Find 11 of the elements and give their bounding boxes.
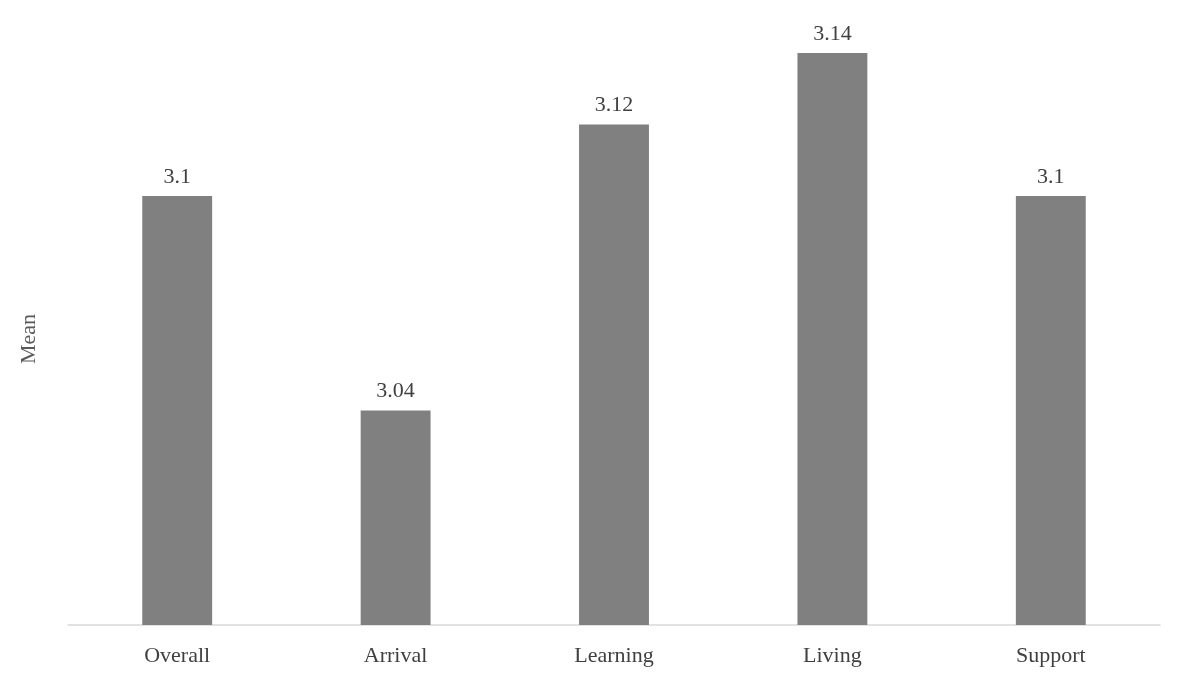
y-axis-title: Mean <box>14 313 40 365</box>
data-label: 3.04 <box>376 377 415 402</box>
data-label: 3.1 <box>1037 162 1065 188</box>
data-label: 3.14 <box>813 19 852 45</box>
x-tick-label: Living <box>803 641 862 667</box>
x-tick-label: Learning <box>574 641 654 667</box>
data-label: 3.12 <box>594 91 634 116</box>
x-tick-label: Arrival <box>363 641 428 667</box>
x-tick-label: Overall <box>144 641 211 667</box>
x-tick-label: Support <box>1015 641 1086 667</box>
data-label: 3.1 <box>163 162 191 188</box>
